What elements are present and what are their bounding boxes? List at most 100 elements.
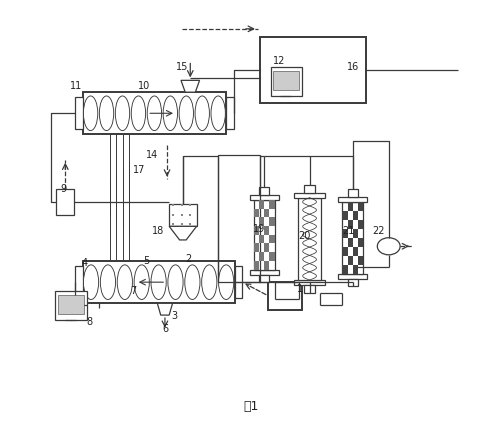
Bar bbox=[234, 266, 242, 298]
Bar bbox=[259, 217, 264, 226]
Bar bbox=[58, 295, 84, 314]
Text: 1: 1 bbox=[297, 283, 303, 294]
Ellipse shape bbox=[185, 265, 200, 300]
Bar bbox=[294, 193, 325, 198]
Bar bbox=[264, 261, 270, 269]
Bar bbox=[339, 197, 367, 202]
Bar bbox=[294, 280, 325, 285]
Bar bbox=[75, 97, 82, 129]
Bar bbox=[250, 195, 279, 200]
Text: 19: 19 bbox=[253, 224, 265, 235]
Bar bbox=[254, 261, 259, 269]
Ellipse shape bbox=[147, 96, 161, 130]
Text: 15: 15 bbox=[176, 62, 188, 72]
Bar bbox=[342, 202, 363, 274]
Bar bbox=[169, 204, 197, 226]
Bar bbox=[348, 189, 358, 197]
Bar bbox=[342, 229, 348, 238]
Text: 11: 11 bbox=[70, 81, 82, 91]
Ellipse shape bbox=[83, 265, 99, 300]
Bar bbox=[226, 97, 234, 129]
Bar bbox=[75, 266, 82, 298]
Text: 4: 4 bbox=[81, 258, 88, 268]
Bar bbox=[254, 244, 259, 252]
Bar bbox=[271, 67, 302, 96]
Bar bbox=[274, 71, 299, 90]
Ellipse shape bbox=[377, 238, 400, 255]
Ellipse shape bbox=[179, 96, 194, 130]
Bar bbox=[55, 291, 87, 320]
Ellipse shape bbox=[211, 96, 225, 130]
Ellipse shape bbox=[131, 96, 145, 130]
Ellipse shape bbox=[115, 96, 130, 130]
Text: 22: 22 bbox=[372, 227, 384, 236]
Ellipse shape bbox=[168, 265, 183, 300]
Polygon shape bbox=[181, 80, 200, 92]
Bar bbox=[298, 198, 321, 280]
Bar bbox=[348, 238, 353, 247]
Ellipse shape bbox=[83, 96, 98, 130]
Bar bbox=[259, 235, 264, 244]
Bar bbox=[218, 156, 260, 282]
Bar bbox=[259, 252, 264, 261]
Text: 8: 8 bbox=[86, 317, 92, 327]
Bar bbox=[259, 200, 264, 209]
Text: 12: 12 bbox=[273, 56, 285, 65]
Text: 图1: 图1 bbox=[244, 400, 259, 413]
Bar bbox=[342, 247, 348, 256]
Polygon shape bbox=[157, 303, 173, 315]
Bar bbox=[250, 269, 279, 275]
Bar bbox=[260, 275, 269, 282]
Bar bbox=[342, 211, 348, 220]
Bar bbox=[304, 285, 315, 293]
Ellipse shape bbox=[134, 265, 149, 300]
Text: 5: 5 bbox=[143, 256, 149, 266]
Bar bbox=[304, 185, 315, 193]
Ellipse shape bbox=[202, 265, 217, 300]
Polygon shape bbox=[169, 226, 197, 240]
Ellipse shape bbox=[100, 265, 116, 300]
Bar bbox=[358, 220, 363, 229]
Ellipse shape bbox=[151, 265, 166, 300]
Ellipse shape bbox=[163, 96, 178, 130]
Bar bbox=[264, 226, 270, 235]
Bar bbox=[348, 220, 353, 229]
Bar bbox=[270, 252, 275, 261]
Bar bbox=[348, 279, 358, 286]
Ellipse shape bbox=[195, 96, 209, 130]
Bar bbox=[260, 37, 366, 103]
Bar bbox=[260, 187, 269, 195]
Bar bbox=[358, 238, 363, 247]
Text: 2: 2 bbox=[185, 254, 191, 264]
Ellipse shape bbox=[219, 265, 234, 300]
Bar bbox=[82, 92, 226, 134]
Bar bbox=[348, 256, 353, 265]
Bar bbox=[82, 261, 234, 303]
Bar bbox=[270, 200, 275, 209]
Bar bbox=[353, 211, 358, 220]
Bar bbox=[270, 235, 275, 244]
Bar bbox=[353, 265, 358, 274]
Bar bbox=[353, 247, 358, 256]
Text: 16: 16 bbox=[347, 62, 359, 72]
Ellipse shape bbox=[117, 265, 132, 300]
Bar bbox=[342, 265, 348, 274]
Bar bbox=[264, 209, 270, 217]
Bar bbox=[264, 244, 270, 252]
Bar bbox=[358, 256, 363, 265]
Bar bbox=[254, 226, 259, 235]
Ellipse shape bbox=[100, 96, 114, 130]
Text: 7: 7 bbox=[130, 286, 136, 296]
Text: 3: 3 bbox=[172, 311, 178, 321]
Text: 10: 10 bbox=[138, 81, 150, 91]
Text: 9: 9 bbox=[60, 184, 67, 194]
Text: 20: 20 bbox=[298, 231, 310, 241]
Text: 21: 21 bbox=[343, 227, 355, 236]
Bar bbox=[254, 200, 275, 269]
Bar bbox=[358, 202, 363, 211]
Text: 18: 18 bbox=[151, 227, 164, 236]
Bar bbox=[56, 189, 74, 215]
Bar bbox=[339, 274, 367, 279]
Bar bbox=[348, 202, 353, 211]
Text: 17: 17 bbox=[133, 165, 146, 175]
